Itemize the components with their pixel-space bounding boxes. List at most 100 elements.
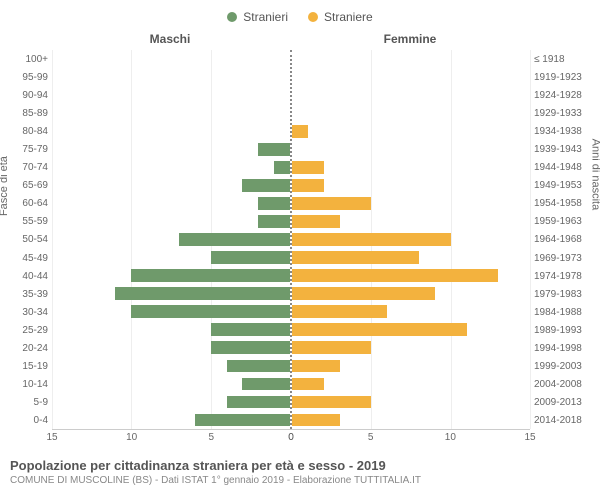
age-label: 0-4 xyxy=(10,412,48,430)
bar-male xyxy=(274,161,290,174)
bar-female xyxy=(292,251,419,264)
bar-male xyxy=(131,305,290,318)
bar-male xyxy=(258,197,290,210)
xticks-left: 151050 xyxy=(52,432,291,446)
xtick: 0 xyxy=(288,432,294,443)
bar-female xyxy=(292,378,324,391)
age-label: 80-84 xyxy=(10,122,48,140)
bar-male xyxy=(211,341,290,354)
birth-label: 1919-1923 xyxy=(534,68,590,86)
birth-label: 2004-2008 xyxy=(534,376,590,394)
age-label: 55-59 xyxy=(10,213,48,231)
birth-label: 2009-2013 xyxy=(534,394,590,412)
legend-swatch-male xyxy=(227,12,237,22)
bar-female xyxy=(292,233,451,246)
bar-female xyxy=(292,323,467,336)
age-label: 75-79 xyxy=(10,140,48,158)
footer: Popolazione per cittadinanza straniera p… xyxy=(10,458,590,486)
birth-label: 2014-2018 xyxy=(534,412,590,430)
age-label: 95-99 xyxy=(10,68,48,86)
bar-female xyxy=(292,215,340,228)
birth-label: 1939-1943 xyxy=(534,140,590,158)
birth-label: 1969-1973 xyxy=(534,249,590,267)
legend-item-female: Straniere xyxy=(308,10,373,24)
age-label: 5-9 xyxy=(10,394,48,412)
grid-line xyxy=(530,50,531,429)
birth-labels: ≤ 19181919-19231924-19281929-19331934-19… xyxy=(530,50,590,430)
plot xyxy=(52,50,530,430)
birth-label: 1994-1998 xyxy=(534,340,590,358)
birth-label: 1984-1988 xyxy=(534,303,590,321)
xtick: 5 xyxy=(209,432,215,443)
bar-female xyxy=(292,414,340,427)
xticks-right: 051015 xyxy=(291,432,530,446)
bar-female xyxy=(292,341,371,354)
plot-female xyxy=(292,50,530,429)
yaxis-title-left: Fasce di età xyxy=(0,156,10,216)
bar-female xyxy=(292,125,308,138)
chart-area: Fasce di età Anni di nascita 100+95-9990… xyxy=(10,50,590,430)
x-axis: 151050 051015 xyxy=(10,432,590,446)
bar-male xyxy=(242,179,290,192)
bar-female xyxy=(292,269,498,282)
chart-subtitle: COMUNE DI MUSCOLINE (BS) - Dati ISTAT 1°… xyxy=(10,475,590,486)
bar-male xyxy=(258,143,290,156)
bar-female xyxy=(292,305,387,318)
bar-male xyxy=(179,233,290,246)
birth-label: 1949-1953 xyxy=(534,177,590,195)
bar-male xyxy=(211,251,290,264)
yaxis-title-right: Anni di nascita xyxy=(590,139,600,211)
birth-label: 1954-1958 xyxy=(534,195,590,213)
birth-label: 1934-1938 xyxy=(534,122,590,140)
xtick: 15 xyxy=(46,432,57,443)
age-label: 70-74 xyxy=(10,159,48,177)
age-label: 65-69 xyxy=(10,177,48,195)
xtick: 10 xyxy=(445,432,456,443)
chart-title: Popolazione per cittadinanza straniera p… xyxy=(10,458,590,473)
birth-label: 1979-1983 xyxy=(534,285,590,303)
chart-container: Stranieri Straniere Maschi Femmine Fasce… xyxy=(0,0,600,500)
bar-female xyxy=(292,396,371,409)
age-label: 35-39 xyxy=(10,285,48,303)
age-label: 20-24 xyxy=(10,340,48,358)
age-label: 25-29 xyxy=(10,321,48,339)
bar-male xyxy=(227,360,290,373)
birth-label: 1964-1968 xyxy=(534,231,590,249)
header-female: Femmine xyxy=(290,32,590,46)
bar-male xyxy=(115,287,290,300)
birth-label: 1989-1993 xyxy=(534,321,590,339)
header-male: Maschi xyxy=(10,32,290,46)
birth-label: 1974-1978 xyxy=(534,267,590,285)
legend-label-male: Stranieri xyxy=(243,10,288,24)
birth-label: 1959-1963 xyxy=(534,213,590,231)
legend-label-female: Straniere xyxy=(324,10,373,24)
plot-male xyxy=(52,50,292,429)
birth-label: 1924-1928 xyxy=(534,86,590,104)
legend-swatch-female xyxy=(308,12,318,22)
age-label: 90-94 xyxy=(10,86,48,104)
bar-female xyxy=(292,161,324,174)
bar-female xyxy=(292,179,324,192)
birth-label: ≤ 1918 xyxy=(534,50,590,68)
bar-male xyxy=(211,323,290,336)
bar-female xyxy=(292,197,371,210)
column-headers: Maschi Femmine xyxy=(10,32,590,46)
xtick: 5 xyxy=(368,432,374,443)
legend-item-male: Stranieri xyxy=(227,10,288,24)
age-label: 40-44 xyxy=(10,267,48,285)
bar-female xyxy=(292,360,340,373)
age-label: 50-54 xyxy=(10,231,48,249)
bar-male xyxy=(131,269,290,282)
age-label: 60-64 xyxy=(10,195,48,213)
xtick: 15 xyxy=(524,432,535,443)
bar-female xyxy=(292,287,435,300)
age-label: 30-34 xyxy=(10,303,48,321)
birth-label: 1929-1933 xyxy=(534,104,590,122)
bar-male xyxy=(227,396,290,409)
birth-label: 1999-2003 xyxy=(534,358,590,376)
xtick: 10 xyxy=(126,432,137,443)
age-label: 10-14 xyxy=(10,376,48,394)
age-label: 15-19 xyxy=(10,358,48,376)
age-label: 85-89 xyxy=(10,104,48,122)
bar-male xyxy=(258,215,290,228)
